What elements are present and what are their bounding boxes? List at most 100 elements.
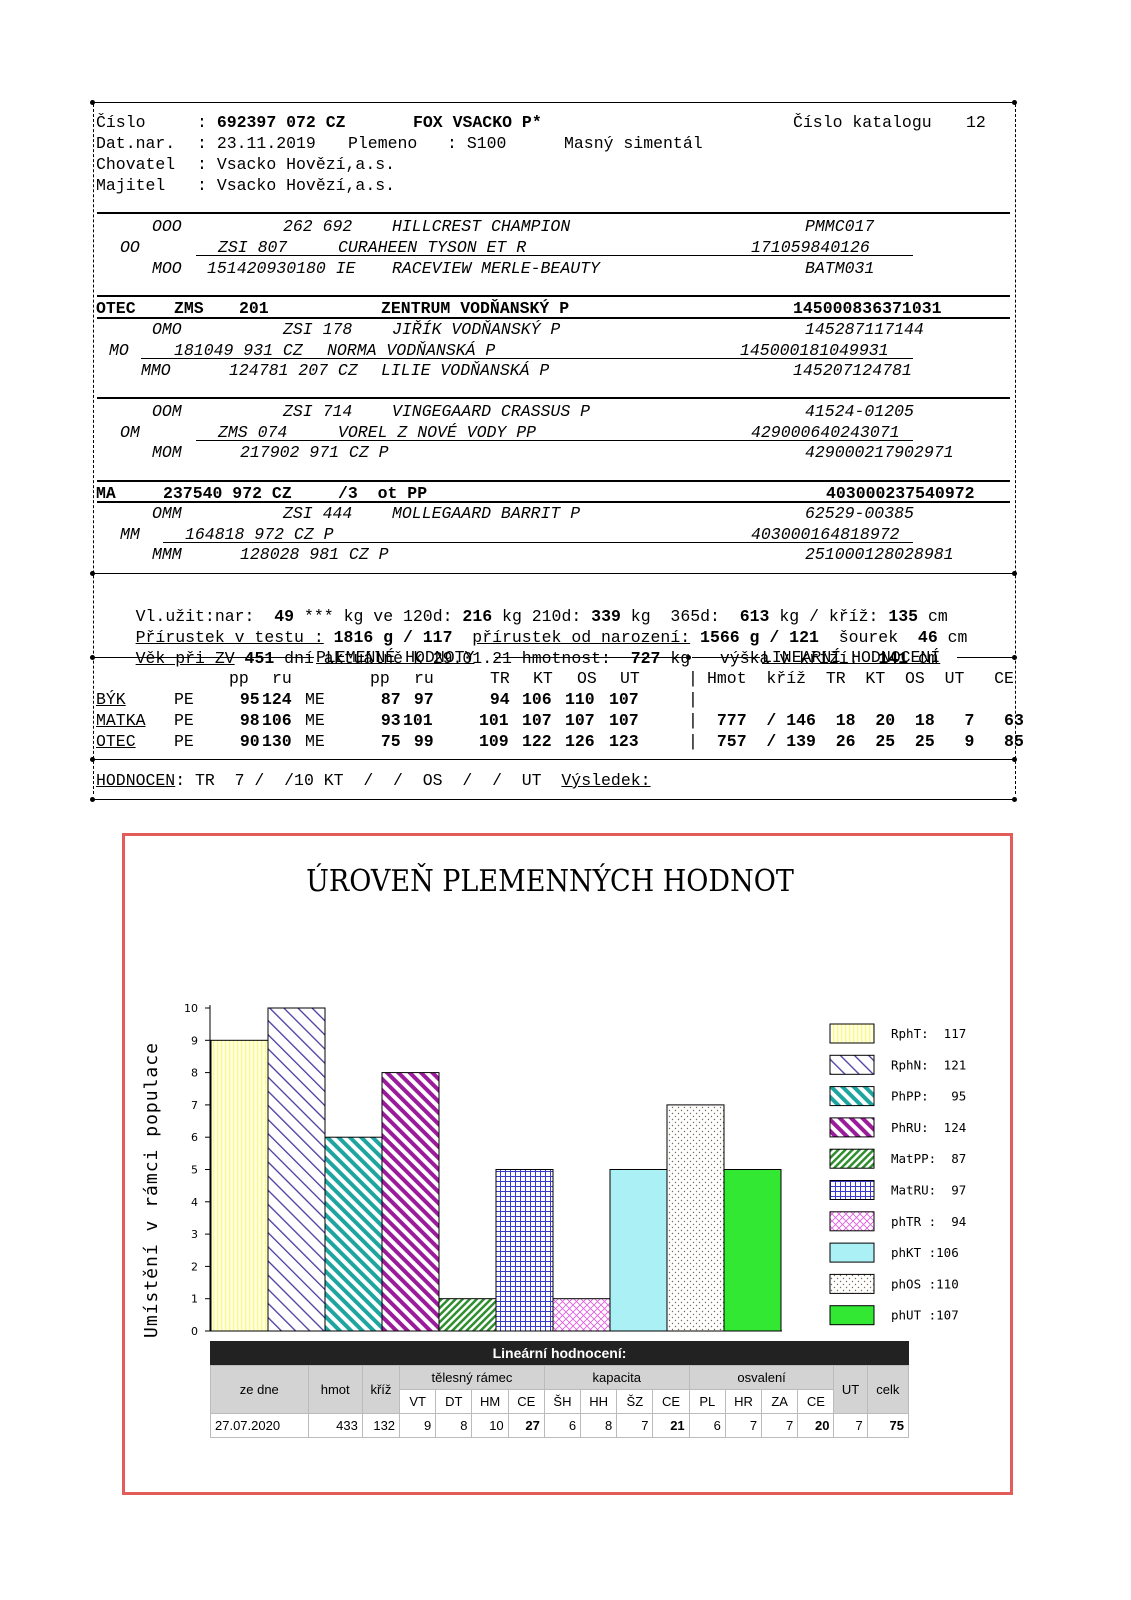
y-tick-label: 10 bbox=[184, 1002, 198, 1015]
table-cell: 21 bbox=[652, 1413, 690, 1438]
sub-header: CE bbox=[652, 1389, 690, 1414]
y-tick-label: 0 bbox=[191, 1325, 198, 1338]
bv-cell: PE bbox=[174, 711, 194, 730]
bv-cell: 123 bbox=[609, 732, 639, 751]
bar bbox=[324, 1136, 383, 1332]
bv-cell: 90 bbox=[239, 732, 260, 751]
legend-swatch bbox=[829, 1211, 875, 1232]
legend-swatch bbox=[829, 1273, 875, 1294]
sub-header: CE bbox=[507, 1389, 545, 1414]
legend-swatch bbox=[829, 1023, 875, 1044]
bv-cell: 122 bbox=[522, 732, 552, 751]
bv-cell: 93 bbox=[380, 711, 401, 730]
bar bbox=[666, 1104, 725, 1332]
y-axis-label: Umístění v rámci populace bbox=[141, 1042, 162, 1338]
bv-cell: 101 bbox=[479, 711, 509, 730]
sub-header: HM bbox=[471, 1389, 509, 1414]
bv-cell: 107 bbox=[522, 711, 552, 730]
legend-label: PhPP: 95 bbox=[891, 1089, 966, 1104]
bv-cell: 94 bbox=[489, 690, 510, 709]
y-tick-label: 5 bbox=[191, 1164, 198, 1177]
bar bbox=[267, 1007, 326, 1332]
sub-header: DT bbox=[435, 1389, 473, 1414]
bv-cell: 75 bbox=[380, 732, 401, 751]
y-tick-label: 3 bbox=[191, 1228, 198, 1241]
table-cell: 7 bbox=[833, 1413, 868, 1438]
col-ut: UT bbox=[833, 1365, 868, 1414]
table-cell: 10 bbox=[471, 1413, 509, 1438]
bv-cell: MATKA bbox=[96, 711, 146, 730]
legend-label: MatRU: 97 bbox=[891, 1183, 966, 1198]
y-tick-label: 6 bbox=[191, 1131, 198, 1144]
bar bbox=[552, 1298, 611, 1332]
bv-cell: 99 bbox=[413, 732, 434, 751]
animal-name: FOX VSACKO P* bbox=[413, 113, 542, 132]
bv-cell: 109 bbox=[479, 732, 509, 751]
table-cell: 9 bbox=[399, 1413, 437, 1438]
bv-cell: 126 bbox=[565, 732, 595, 751]
bv-cell: 98 bbox=[239, 711, 260, 730]
table-cell: 20 bbox=[797, 1413, 835, 1438]
legend-label: phKT :106 bbox=[891, 1245, 959, 1260]
bv-cell: 95 bbox=[239, 690, 260, 709]
legend-swatch bbox=[829, 1054, 875, 1075]
table-cell: 7 bbox=[761, 1413, 799, 1438]
bar bbox=[723, 1169, 782, 1332]
linear-evaluation-table: Lineární hodnocení: ze dne hmot kříž těl… bbox=[210, 1341, 910, 1438]
sub-header: ZA bbox=[761, 1389, 799, 1414]
bv-cell: ME bbox=[305, 711, 325, 730]
y-tick-label: 1 bbox=[191, 1293, 198, 1306]
group-kapacita: kapacita bbox=[543, 1365, 690, 1390]
sub-header: CE bbox=[797, 1389, 835, 1414]
table-title: Lineární hodnocení: bbox=[210, 1341, 909, 1365]
legend-label: PhRU: 124 bbox=[891, 1120, 966, 1135]
bv-cell: 757 / 139 26 25 25 9 85 bbox=[707, 732, 1024, 751]
bv-cell: 101 bbox=[403, 711, 433, 730]
bar bbox=[609, 1169, 668, 1332]
bv-cell: 130 bbox=[262, 732, 292, 751]
legend-swatch bbox=[829, 1180, 875, 1200]
bar bbox=[495, 1169, 554, 1332]
table-cell: 8 bbox=[580, 1413, 618, 1438]
bv-cell: 107 bbox=[565, 711, 595, 730]
legend-label: phUT :107 bbox=[891, 1308, 959, 1323]
legend-label: phTR : 94 bbox=[891, 1214, 966, 1229]
table-cell: 6 bbox=[543, 1413, 582, 1438]
table-cell: 27.07.2020 bbox=[210, 1413, 309, 1438]
bv-cell: 87 bbox=[380, 690, 401, 709]
col-celk: celk bbox=[866, 1365, 910, 1414]
sub-header: ŠH bbox=[543, 1389, 582, 1414]
legend-swatch bbox=[829, 1148, 875, 1169]
bar bbox=[438, 1298, 497, 1332]
col-kriz: kříž bbox=[361, 1365, 401, 1414]
legend-swatch bbox=[829, 1117, 875, 1138]
bv-cell: 107 bbox=[609, 690, 639, 709]
y-tick-label: 8 bbox=[191, 1067, 198, 1080]
chart-title: ÚROVEŇ PLEMENNÝCH HODNOT bbox=[306, 863, 794, 899]
chart-frame: ÚROVEŇ PLEMENNÝCH HODNOT Umístění v rámc… bbox=[122, 833, 1013, 1495]
dam-row: MA bbox=[96, 484, 116, 503]
bv-cell: 106 bbox=[522, 690, 552, 709]
table-cell: 433 bbox=[307, 1413, 363, 1438]
bv-cell: BÝK bbox=[96, 690, 126, 709]
table-cell: 27 bbox=[507, 1413, 545, 1438]
bv-cell: OTEC bbox=[96, 732, 136, 751]
table-cell: 75 bbox=[866, 1413, 910, 1438]
table-cell: 132 bbox=[361, 1413, 401, 1438]
legend-swatch bbox=[829, 1086, 875, 1107]
legend-label: MatPP: 87 bbox=[891, 1151, 966, 1166]
legend-label: phOS :110 bbox=[891, 1276, 959, 1291]
sub-header: PL bbox=[688, 1389, 726, 1414]
table-cell: 7 bbox=[724, 1413, 763, 1438]
bv-cell: 107 bbox=[609, 711, 639, 730]
legend-swatch bbox=[829, 1242, 875, 1263]
bv-cell: 777 / 146 18 20 18 7 63 bbox=[707, 711, 1024, 730]
bv-cell: 97 bbox=[413, 690, 434, 709]
y-tick-label: 7 bbox=[191, 1099, 198, 1112]
bar bbox=[210, 1039, 269, 1332]
legend-label: RphT: 117 bbox=[891, 1026, 966, 1041]
bv-cell: 110 bbox=[565, 690, 595, 709]
sub-header: ŠZ bbox=[616, 1389, 654, 1414]
bv-cell: ME bbox=[305, 690, 325, 709]
bv-cell: PE bbox=[174, 690, 194, 709]
